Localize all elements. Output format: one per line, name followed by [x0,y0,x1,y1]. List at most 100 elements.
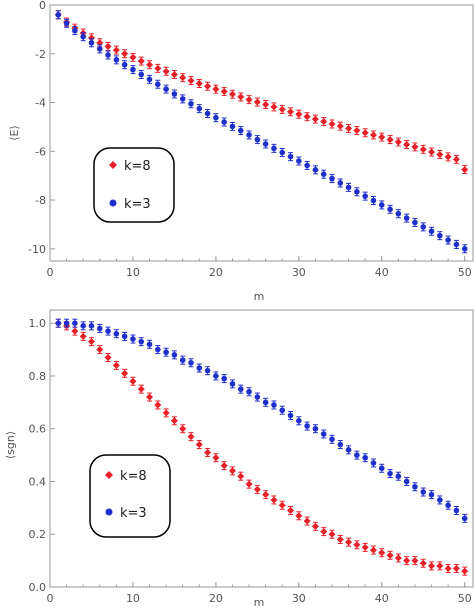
energy-k3-point [420,224,427,230]
sign-k8-point [270,496,278,504]
energy-k8-point [137,57,145,65]
sign-k8-point [411,557,419,565]
energy-k8-point [195,80,203,88]
sign-k3-point [345,447,352,453]
energy-k8-point [345,124,353,132]
sign-k3-point [130,336,136,342]
sign-k3-point [113,330,120,337]
energy-k3-point [88,39,95,46]
energy-k8-point [361,129,369,137]
energy-k3-point [395,210,402,217]
energy-k8-point [187,77,195,85]
sign-k8-point [170,417,178,425]
sign-y-axis-title: ⟨sgn⟩ [4,431,17,459]
energy-y-tick-label: -10 [28,243,46,256]
sign-legend-k8-marker [105,471,113,479]
sign-k8-point [154,401,162,409]
sign-k8-point [212,454,220,462]
energy-k3-point [146,76,153,83]
energy-k8-point [394,138,402,146]
energy-k3-point [437,232,443,239]
energy-k8-point [154,64,162,72]
sign-legend-box [89,454,171,538]
sign-k3-point [88,323,95,329]
sign-k8-point [378,549,386,557]
energy-k8-point [411,143,419,151]
sign-k3-point [96,325,103,332]
energy-k8-point [295,110,303,118]
energy-k3-point [138,71,145,78]
sign-k8-point [79,332,87,340]
energy-x-tick-label: 20 [209,266,223,279]
sign-k3-point [428,491,435,498]
energy-k3-point [271,145,277,152]
sign-k8-point [146,393,154,401]
sign-x-tick-label: 40 [375,592,389,605]
energy-y-tick-label: -6 [35,145,46,158]
energy-x-tick-label: 10 [126,266,140,279]
sign-y-tick-label: 0.4 [29,475,47,488]
sign-x-tick-label: 30 [292,592,306,605]
energy-k8-point [220,88,228,96]
energy-x-tick-label: 40 [375,266,389,279]
energy-k3-point [105,52,111,58]
sign-k8-point [137,385,145,393]
sign-k3-point [105,328,111,334]
energy-y-tick-label: -8 [35,194,46,207]
energy-k3-point [188,100,194,107]
energy-k8-point [270,103,278,111]
energy-k3-point [213,114,219,121]
sign-k3-point [412,483,418,490]
energy-k3-point [196,105,203,112]
sign-k8-point [428,562,436,570]
energy-k8-point [311,115,319,123]
energy-k8-point [328,120,336,128]
sign-k3-point [155,346,161,353]
energy-k8-point [253,98,261,106]
energy-k3-point [461,246,468,252]
energy-k3-point [163,86,169,92]
energy-k3-point [453,241,460,248]
energy-k8-point [320,118,328,126]
energy-k3-point [179,96,186,102]
energy-k8-point [245,96,253,104]
sign-legend: k=8 k=3 [89,454,171,538]
sign-k8-point [278,501,286,509]
energy-k8-point [461,166,469,174]
energy-k8-point [204,82,212,90]
sign-x-axis-title: m [254,596,265,609]
sign-k8-point [228,467,236,475]
energy-k3-point [370,197,377,204]
sign-x-tick-label: 0 [47,592,54,605]
energy-k8-point [303,113,311,121]
sign-k8-point [353,541,361,549]
sign-k8-point [287,506,295,514]
sign-k3-point [312,425,319,432]
sign-k3-point [453,507,460,514]
energy-k3-point [320,171,327,178]
sign-k3-point [304,423,310,429]
energy-axes: 0 10 20 30 40 50 0 -2 -4 -6 -8 -10 [28,0,472,279]
energy-k3-point [279,149,286,156]
sign-k8-point [262,491,270,499]
sign-k3-point [395,473,402,480]
sign-legend-k3-marker [105,508,113,516]
sign-k8-point [369,546,377,554]
energy-k8-point [428,148,436,156]
energy-legend-k3-marker [109,199,117,207]
sign-k8-point [386,551,394,559]
sign-plot-frame [49,309,474,588]
sign-k3-point [246,388,252,395]
sign-y-tick-label: 0.2 [29,528,47,541]
energy-k3-point [246,132,252,138]
energy-k3-point [296,158,302,164]
energy-k3-point [312,167,319,173]
energy-k8-point [146,61,154,69]
energy-k8-point [278,105,286,113]
sign-k3-point [221,375,227,382]
sign-k3-point [320,431,327,437]
sign-k3-point [204,367,211,374]
energy-k8-point [212,85,220,93]
sign-y-tick-label: 1.0 [29,317,47,330]
energy-data-marks [54,10,469,254]
